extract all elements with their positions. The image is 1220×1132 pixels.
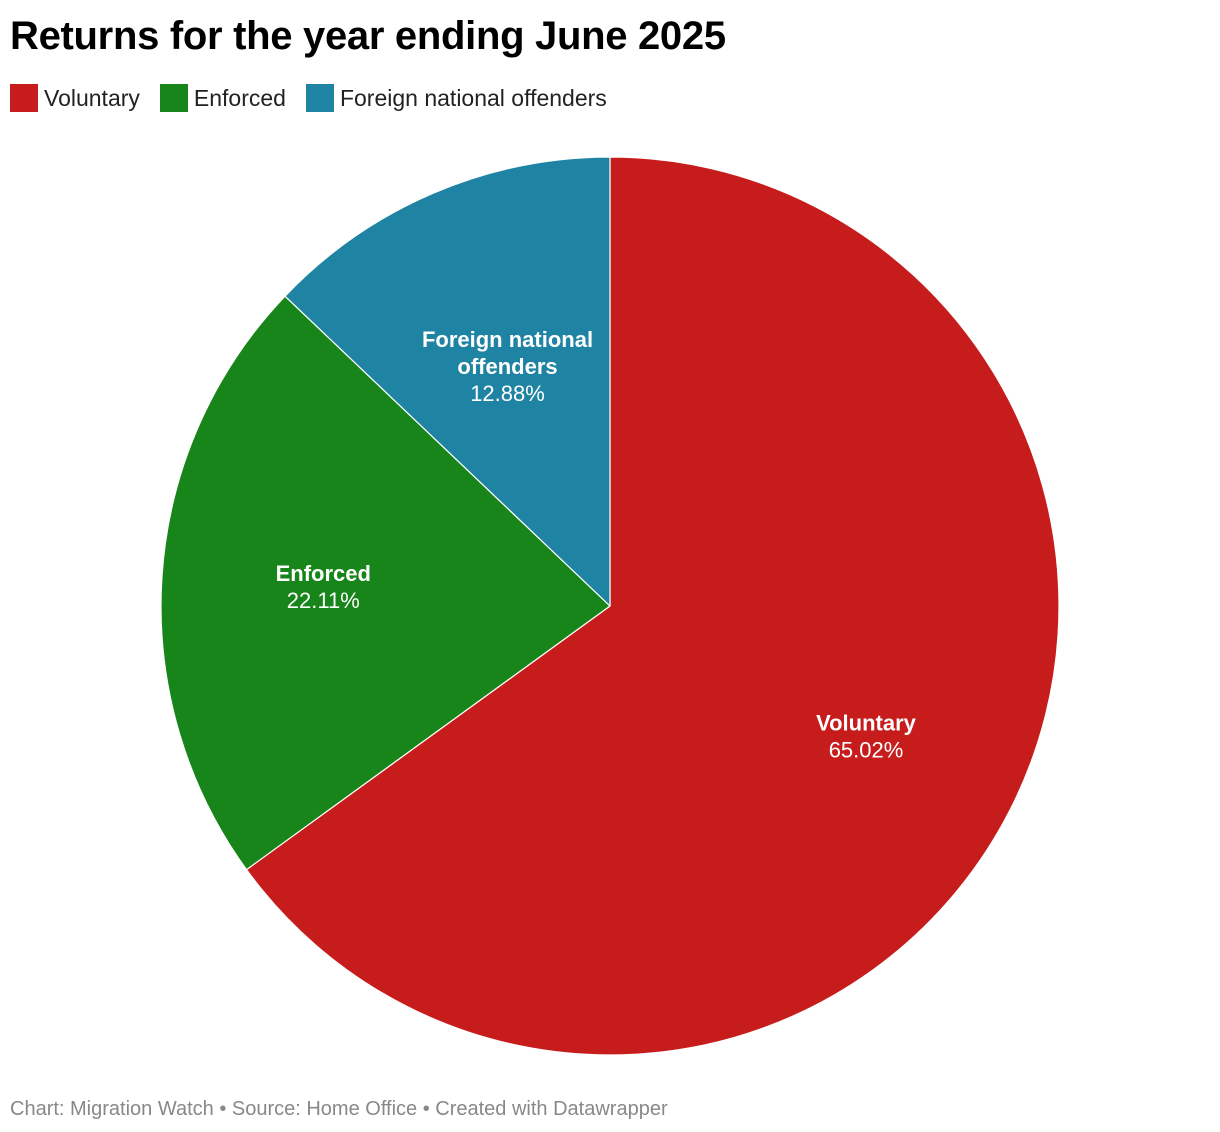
legend-swatch-enforced <box>159 84 188 112</box>
pie-slices <box>160 156 1060 1056</box>
pie-label-name-foreign-national-offenders-line-1: Foreign national <box>422 327 593 352</box>
chart-title: Returns for the year ending June 2025 <box>10 14 726 58</box>
pie-slice-voluntary <box>245 156 1060 1056</box>
pie-label-name-enforced: Enforced <box>276 561 371 586</box>
legend-item-foreign-national-offenders: Foreign national offenders <box>305 84 607 112</box>
legend-label-foreign-national-offenders: Foreign national offenders <box>339 85 607 111</box>
pie-slice-enforced <box>160 295 611 871</box>
pie-label-name-foreign-national-offenders-line-2: offenders <box>457 354 557 379</box>
legend-swatch-voluntary <box>10 84 38 112</box>
pie-label-value-foreign-national-offenders: 12.88% <box>470 381 545 406</box>
legend: Voluntary Enforced Foreign national offe… <box>10 84 627 112</box>
legend-swatch-foreign-national-offenders <box>305 84 334 112</box>
legend-label-voluntary: Voluntary <box>44 85 140 111</box>
legend-item-enforced: Enforced <box>159 84 286 112</box>
pie-slice-foreign-national-offenders <box>284 156 611 607</box>
pie-label-name-voluntary: Voluntary <box>816 711 917 736</box>
pie-label-value-enforced: 22.11% <box>287 588 360 613</box>
chart-footer: Chart: Migration Watch • Source: Home Of… <box>10 1098 668 1120</box>
pie-label-value-voluntary: 65.02% <box>829 738 904 763</box>
legend-item-voluntary: Voluntary <box>10 84 140 112</box>
legend-label-enforced: Enforced <box>193 85 286 111</box>
